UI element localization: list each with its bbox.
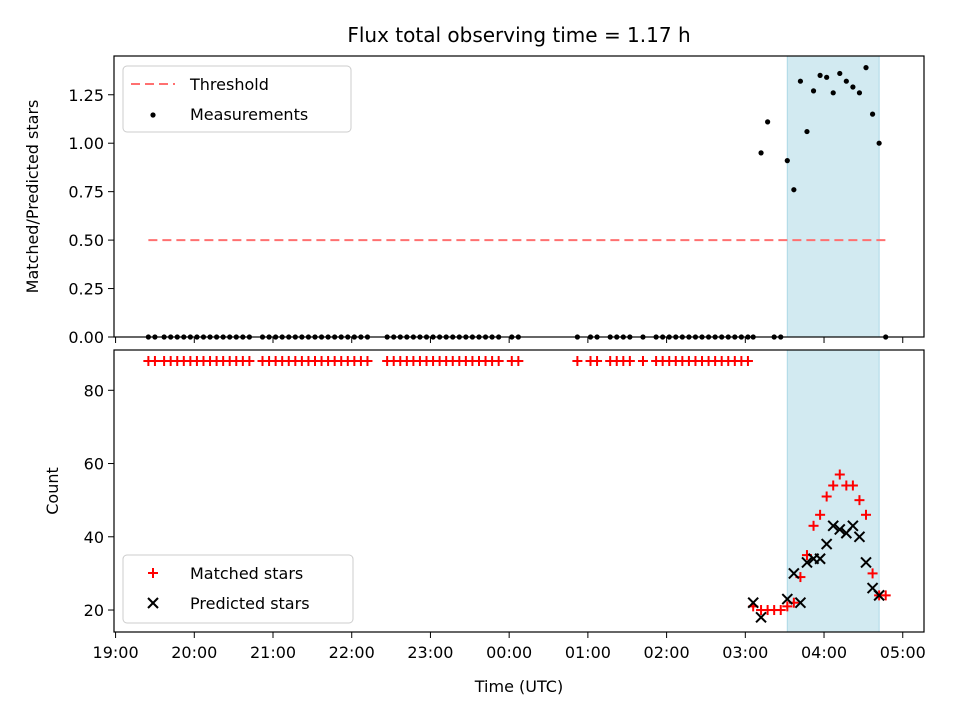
bottom-legend: Matched stars Predicted stars	[122, 554, 354, 624]
measurement-point	[765, 119, 771, 125]
measurement-point	[797, 78, 804, 84]
measurement-point	[856, 90, 863, 96]
measurement-point	[824, 74, 830, 80]
legend-predicted-label: Predicted stars	[190, 594, 310, 613]
measurement-point	[863, 65, 869, 71]
top-panel: 0.00 0.25 0.50 0.75 1.00 1.25 Threshold Measure…	[68, 55, 925, 347]
legend-box	[122, 554, 354, 624]
matched-star-point	[775, 605, 786, 616]
matched-star-point	[821, 491, 832, 502]
x-tick-label: 22:00	[329, 643, 375, 662]
predicted-star-point	[820, 538, 833, 550]
x-tick-label: 20:00	[171, 643, 217, 662]
matched-star-point	[149, 355, 160, 366]
legend-matched-label: Matched stars	[190, 564, 303, 583]
predicted-star-point	[834, 523, 846, 536]
matched-star-point	[624, 355, 635, 366]
y-tick-label-1: 60	[84, 455, 104, 474]
matched-star-point	[782, 601, 793, 612]
matched-star-point	[493, 355, 504, 366]
measurement-point	[869, 111, 876, 117]
legend-measurements-label: Measurements	[190, 105, 308, 124]
x-axis-label: Time (UTC)	[474, 677, 563, 696]
legend-measurements-swatch	[150, 112, 156, 118]
x-tick-label: 19:00	[93, 643, 139, 662]
measurement-point	[758, 150, 764, 156]
top-y-axis-label: Matched/Predicted stars	[23, 100, 42, 294]
matched-star-point	[828, 480, 839, 491]
measurement-point	[837, 70, 843, 77]
matched-star-point	[808, 520, 819, 531]
y-tick-label-0: 0.00	[68, 328, 104, 347]
y-tick-label-0: 1.00	[68, 134, 104, 153]
measurement-point	[850, 84, 856, 90]
x-tick-label: 21:00	[250, 643, 296, 662]
matched-star-point	[572, 355, 583, 366]
x-tick-label: 03:00	[722, 643, 768, 662]
y-tick-label-1: 20	[84, 601, 104, 620]
matched-star-point	[513, 355, 524, 366]
legend-threshold-label: Threshold	[189, 75, 269, 94]
predicted-star-point	[827, 520, 839, 532]
measurement-point	[876, 140, 882, 146]
matched-star-point	[880, 590, 891, 601]
y-tick-label-0: 0.25	[68, 280, 104, 299]
y-tick-label-1: 80	[84, 381, 104, 400]
legend-box	[122, 65, 352, 133]
measurement-point	[817, 72, 823, 78]
predicted-star-point	[853, 531, 866, 543]
predicted-star-point	[801, 556, 813, 569]
observing-interval-0	[786, 55, 880, 338]
predicted-star-point	[847, 520, 859, 532]
matched-star-point	[592, 355, 603, 366]
legend-matched-swatch	[148, 568, 158, 578]
predicted-star-point	[755, 611, 767, 624]
bottom-y-axis-label: Count	[43, 467, 62, 515]
matched-star-point	[244, 355, 255, 366]
y-tick-label-0: 0.75	[68, 183, 104, 202]
top-plot-frame	[113, 55, 925, 338]
measurement-point	[804, 128, 810, 135]
predicted-star-point	[814, 553, 826, 565]
predicted-star-point	[860, 556, 872, 569]
observing-interval-1	[786, 349, 880, 633]
measurement-point	[843, 78, 849, 84]
predicted-star-point	[781, 593, 794, 605]
bottom-panel: 20 40 60 80 19:00 20:00 21:00 22:00 23:00 00:00 01…	[84, 349, 926, 662]
x-tick-label: 01:00	[565, 643, 611, 662]
top-legend: Threshold Measurements	[122, 65, 352, 133]
y-tick-label-1: 40	[84, 528, 104, 547]
y-tick-label-0: 0.50	[68, 231, 104, 250]
x-tick-label: 23:00	[407, 643, 453, 662]
x-tick-label: 04:00	[801, 643, 847, 662]
matched-star-point	[637, 355, 648, 366]
measurement-point	[784, 158, 790, 164]
y-tick-label-0: 1.25	[68, 86, 104, 105]
x-tick-label: 05:00	[880, 643, 926, 662]
bottom-plot-frame	[113, 349, 925, 633]
matched-star-point	[854, 495, 865, 506]
measurement-point	[830, 90, 836, 96]
matched-star-point	[742, 355, 753, 366]
matched-star-point	[834, 469, 845, 480]
matched-star-point	[847, 480, 858, 491]
predicted-star-point	[788, 567, 800, 580]
measurement-point	[810, 88, 817, 94]
chart-title: Flux total observing time = 1.17 h	[347, 23, 690, 47]
x-tick-label: 00:00	[486, 643, 532, 662]
matched-star-point	[867, 568, 878, 579]
matched-star-point	[815, 509, 826, 520]
predicted-star-point	[747, 596, 759, 609]
matched-star-point	[861, 509, 872, 520]
measurement-point	[791, 187, 797, 193]
predicted-star-point	[794, 596, 807, 609]
matched-star-point	[362, 355, 373, 366]
predicted-star-point	[873, 589, 885, 602]
legend-predicted-swatch	[147, 597, 159, 609]
x-tick-label: 02:00	[644, 643, 690, 662]
